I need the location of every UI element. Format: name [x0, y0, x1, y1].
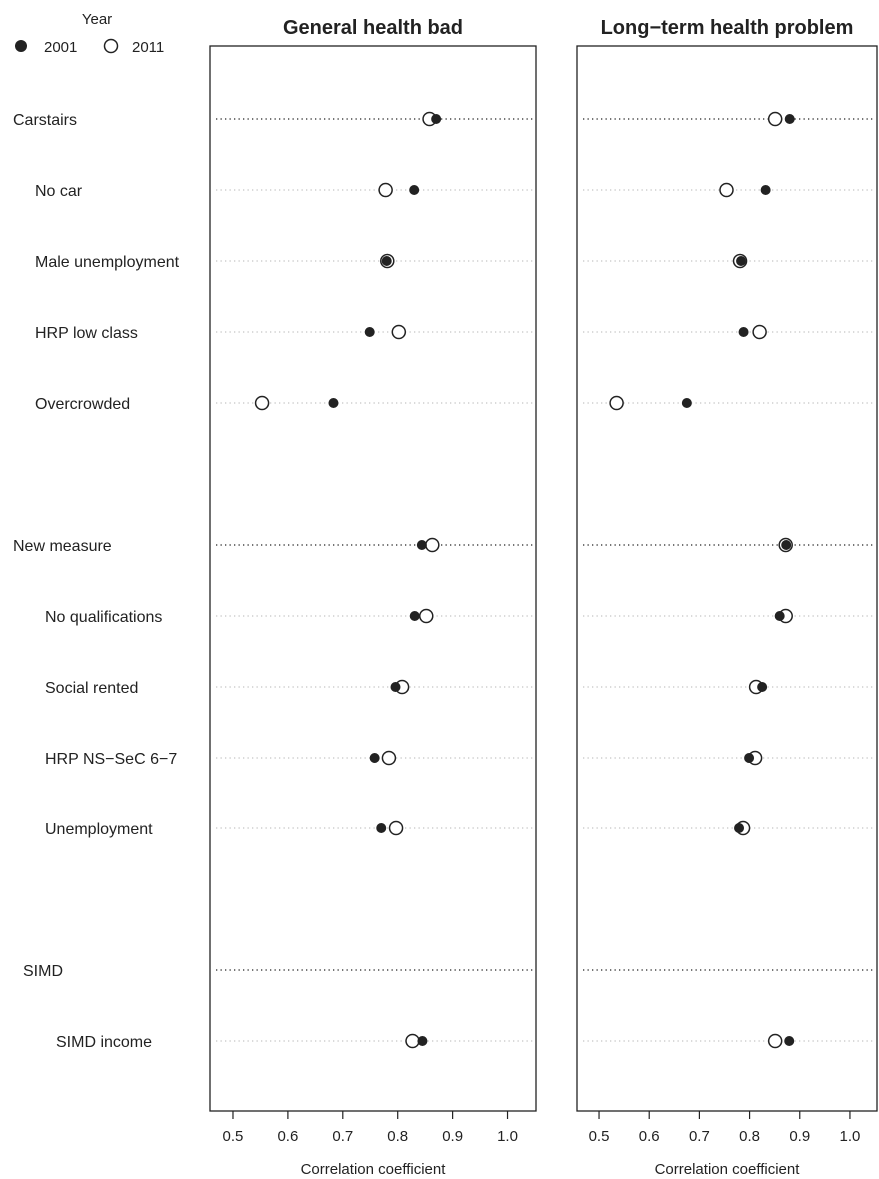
- point-2011-overcrowded: [609, 395, 624, 411]
- point-2001-no-car: [760, 185, 771, 195]
- point-2001-new-measure: [416, 540, 427, 550]
- panel-long-term-health-problem: Long−term health problem 0.5 0.6 0.7 0.8 0.9 1…: [576, 17, 878, 1178]
- row-label-no-car: No car: [35, 183, 83, 200]
- x-tick-label: 0.8: [387, 1128, 408, 1145]
- point-2011-no-qualifications: [419, 608, 434, 624]
- point-2011-simd-income: [405, 1033, 420, 1049]
- x-axis-title: Correlation coefficient: [301, 1161, 447, 1178]
- row-label-unemployment: Unemployment: [45, 821, 153, 838]
- row-label-hrp-low-class: HRP low class: [35, 325, 138, 342]
- row-label-new-measure: New measure: [13, 538, 112, 555]
- row-label-simd-income: SIMD income: [56, 1034, 152, 1051]
- x-tick-label: 0.6: [277, 1128, 298, 1145]
- point-2001-carstairs: [784, 114, 795, 124]
- point-2001-simd-income: [784, 1036, 795, 1046]
- panel-title: General health bad: [283, 17, 463, 39]
- x-tick-label: 0.7: [689, 1128, 710, 1145]
- point-2001-overcrowded: [681, 398, 692, 408]
- x-tick-label: 1.0: [840, 1128, 861, 1145]
- point-2011-hrp-low-class: [391, 324, 407, 340]
- point-2001-male-unemployment: [381, 256, 392, 266]
- point-2011-unemployment: [388, 820, 404, 836]
- legend: Year 2001 2011: [15, 11, 164, 56]
- point-2011-overcrowded: [254, 395, 270, 411]
- x-tick-label: 0.5: [223, 1128, 244, 1145]
- x-tick-label: 0.6: [639, 1128, 660, 1145]
- panel-title: Long−term health problem: [601, 17, 854, 39]
- row-label-male-unemployment: Male unemployment: [35, 254, 180, 271]
- legend-label-2011: 2011: [132, 39, 164, 56]
- point-2011-hrp-low-class: [752, 324, 767, 340]
- row-label-simd: SIMD: [23, 963, 63, 980]
- point-2011-simd-income: [767, 1033, 783, 1049]
- point-2001-social-rented: [390, 682, 401, 692]
- x-tick-label: 0.8: [739, 1128, 760, 1145]
- legend-marker-2001: [15, 40, 27, 52]
- point-2001-unemployment: [734, 823, 745, 833]
- point-2001-no-qualifications: [409, 611, 420, 621]
- point-2001-hrp-ns-sec-6-7: [369, 753, 380, 763]
- point-2011-carstairs: [767, 111, 783, 127]
- legend-label-2001: 2001: [44, 39, 77, 56]
- x-tick-label: 0.9: [789, 1128, 810, 1145]
- plot-frame: [209, 45, 537, 1112]
- point-2011-hrp-ns-sec-6-7: [381, 750, 397, 766]
- point-2001-simd-income: [417, 1036, 428, 1046]
- point-2001-new-measure: [781, 540, 792, 550]
- x-axis-title: Correlation coefficient: [655, 1161, 801, 1178]
- row-label-overcrowded: Overcrowded: [35, 396, 130, 413]
- point-2001-hrp-low-class: [738, 327, 749, 337]
- point-2001-no-qualifications: [774, 611, 785, 621]
- row-label-no-qualifications: No qualifications: [45, 609, 162, 626]
- point-2001-social-rented: [757, 682, 768, 692]
- point-2001-male-unemployment: [736, 256, 747, 266]
- point-2011-no-car: [719, 182, 734, 198]
- point-2001-overcrowded: [328, 398, 339, 408]
- point-2001-hrp-ns-sec-6-7: [744, 753, 755, 763]
- x-tick-label: 0.5: [589, 1128, 610, 1145]
- row-label-social-rented: Social rented: [45, 680, 138, 697]
- panel-general-health-bad: General health bad 0.5 0.6 0.7 0.8 0.9 1.0 Corr…: [209, 17, 537, 1178]
- point-2011-no-car: [378, 182, 393, 198]
- x-tick-label: 0.7: [332, 1128, 353, 1145]
- point-2001-no-car: [409, 185, 420, 195]
- point-2001-hrp-low-class: [364, 327, 375, 337]
- legend-marker-2011: [103, 38, 119, 54]
- plot-frame: [576, 45, 878, 1112]
- x-tick-label: 1.0: [497, 1128, 518, 1145]
- x-tick-label: 0.9: [442, 1128, 463, 1145]
- row-labels: Carstairs No car Male unemployment HRP low …: [13, 112, 180, 1051]
- point-2001-unemployment: [376, 823, 387, 833]
- row-label-carstairs: Carstairs: [13, 112, 77, 129]
- point-2011-new-measure: [425, 537, 440, 553]
- row-label-hrp-ns-sec-6-7: HRP NS−SeC 6−7: [45, 751, 177, 768]
- point-2001-carstairs: [431, 114, 442, 124]
- legend-title: Year: [82, 11, 112, 28]
